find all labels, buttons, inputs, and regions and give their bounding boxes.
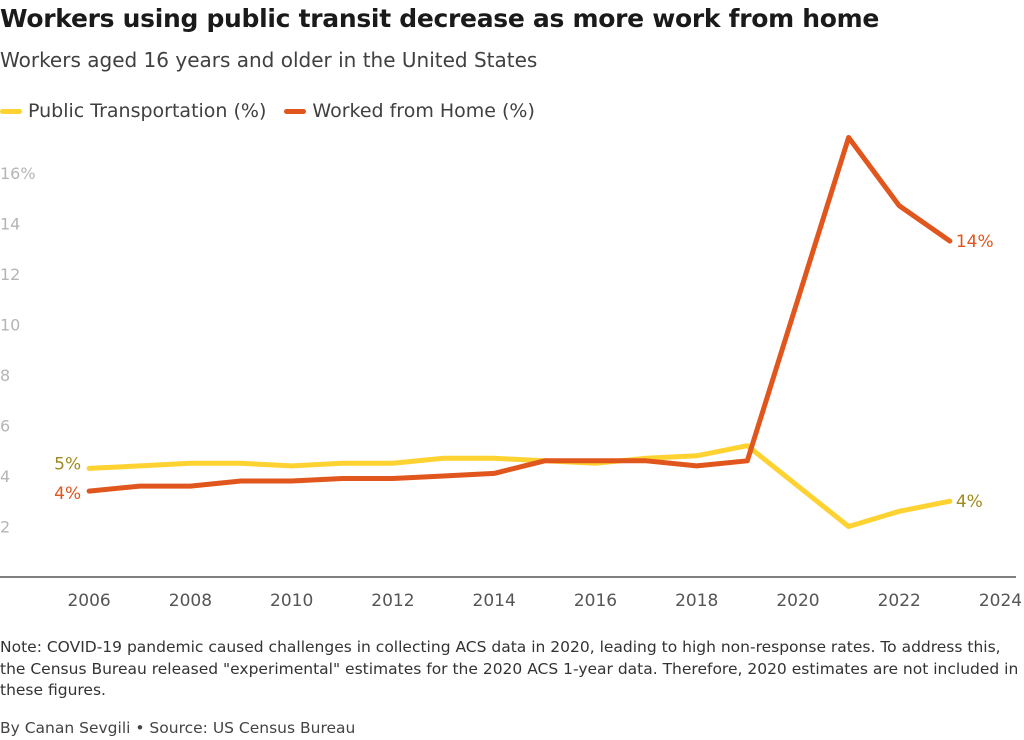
y-tick-label: 14 bbox=[0, 214, 20, 233]
x-tick-label: 2014 bbox=[473, 591, 516, 611]
credit-line: By Canan Sevgili • Source: US Census Bur… bbox=[0, 719, 356, 737]
x-tick-label: 2016 bbox=[574, 591, 617, 611]
legend-item-home: Worked from Home (%) bbox=[284, 100, 535, 122]
chart-subtitle: Workers aged 16 years and older in the U… bbox=[0, 48, 538, 72]
y-tick-label: 8 bbox=[0, 366, 10, 385]
x-tick-label: 2018 bbox=[675, 591, 718, 611]
y-tick-label: 10 bbox=[0, 315, 20, 334]
x-tick-label: 2024 bbox=[979, 591, 1022, 611]
chart-title: Workers using public transit decrease as… bbox=[0, 4, 880, 33]
x-tick-label: 2020 bbox=[776, 591, 819, 611]
x-tick-label: 2008 bbox=[169, 591, 212, 611]
label-transit-end: 4% bbox=[956, 492, 983, 512]
x-tick-label: 2006 bbox=[67, 591, 110, 611]
footnote: Note: COVID-19 pandemic caused challenge… bbox=[0, 638, 1019, 699]
y-tick-label: 12 bbox=[0, 265, 20, 284]
label-transit-start: 5% bbox=[54, 454, 81, 474]
x-tick-label: 2010 bbox=[270, 591, 313, 611]
x-tick-label: 2022 bbox=[878, 591, 921, 611]
legend-label-home: Worked from Home (%) bbox=[312, 100, 535, 122]
x-tick-label: 2012 bbox=[371, 591, 414, 611]
series-line-home bbox=[86, 135, 953, 494]
line-chart: 2 4 6 8 10 12 14 16% 2006 2008 2010 2012 2014 2016 201… bbox=[0, 135, 1022, 611]
legend-label-transit: Public Transportation (%) bbox=[28, 100, 267, 122]
y-tick-label: 6 bbox=[0, 416, 10, 435]
legend-swatch-transit bbox=[0, 108, 22, 114]
label-home-end: 14% bbox=[956, 232, 994, 252]
legend-item-transit: Public Transportation (%) bbox=[0, 100, 266, 122]
legend-swatch-home bbox=[284, 108, 307, 114]
label-home-start: 4% bbox=[54, 484, 81, 504]
y-tick-label: 2 bbox=[0, 517, 10, 536]
y-tick-label: 16% bbox=[0, 164, 36, 183]
y-tick-label: 4 bbox=[0, 467, 10, 486]
series-line-transit bbox=[86, 443, 953, 529]
legend: Public Transportation (%) Worked from Ho… bbox=[0, 100, 553, 122]
